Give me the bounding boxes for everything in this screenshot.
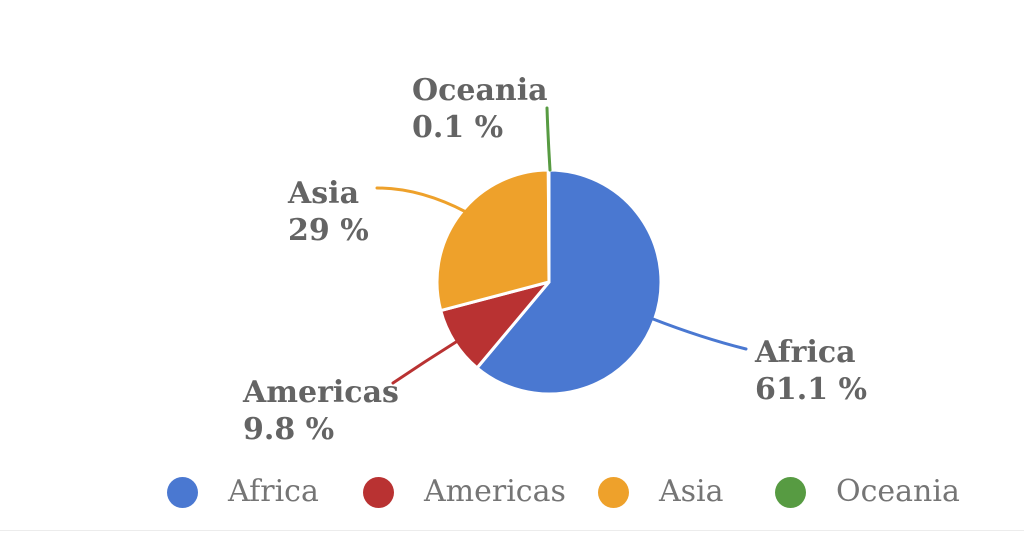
legend-swatch-asia xyxy=(598,476,629,508)
legend-item-africa[interactable]: Africa xyxy=(167,474,319,510)
callout-africa-name: Africa xyxy=(755,335,856,370)
legend-label-africa: Africa xyxy=(228,474,319,509)
legend-item-americas[interactable]: Americas xyxy=(363,474,566,510)
legend-label-asia: Asia xyxy=(659,474,724,509)
leader-line-oceania xyxy=(545,106,552,172)
chart-bottom-divider xyxy=(0,530,1024,531)
legend-swatch-africa xyxy=(167,476,198,508)
callout-oceania: Oceania 0.1 % xyxy=(412,72,548,146)
legend-swatch-oceania xyxy=(775,476,806,508)
callout-oceania-value: 0.1 % xyxy=(412,110,504,145)
callout-africa: Africa 61.1 % xyxy=(755,334,867,408)
legend-item-asia[interactable]: Asia xyxy=(598,474,724,510)
legend-label-americas: Americas xyxy=(424,474,566,509)
legend-item-oceania[interactable]: Oceania xyxy=(775,474,960,510)
callout-americas-name: Americas xyxy=(243,375,399,410)
callout-americas: Americas 9.8 % xyxy=(243,374,399,448)
callout-asia-value: 29 % xyxy=(288,213,369,248)
leader-line-americas xyxy=(391,340,458,385)
callout-asia-name: Asia xyxy=(288,176,360,211)
pie-slice-oceania[interactable] xyxy=(546,168,551,284)
callout-americas-value: 9.8 % xyxy=(243,412,335,447)
legend-label-oceania: Oceania xyxy=(836,474,960,509)
callout-asia: Asia 29 % xyxy=(288,175,369,249)
callout-africa-value: 61.1 % xyxy=(755,372,868,407)
leader-line-asia xyxy=(375,186,468,214)
callout-oceania-name: Oceania xyxy=(412,73,548,108)
pie-slice-asia[interactable] xyxy=(435,168,551,313)
leader-line-africa xyxy=(651,317,748,351)
legend-swatch-americas xyxy=(363,476,394,508)
